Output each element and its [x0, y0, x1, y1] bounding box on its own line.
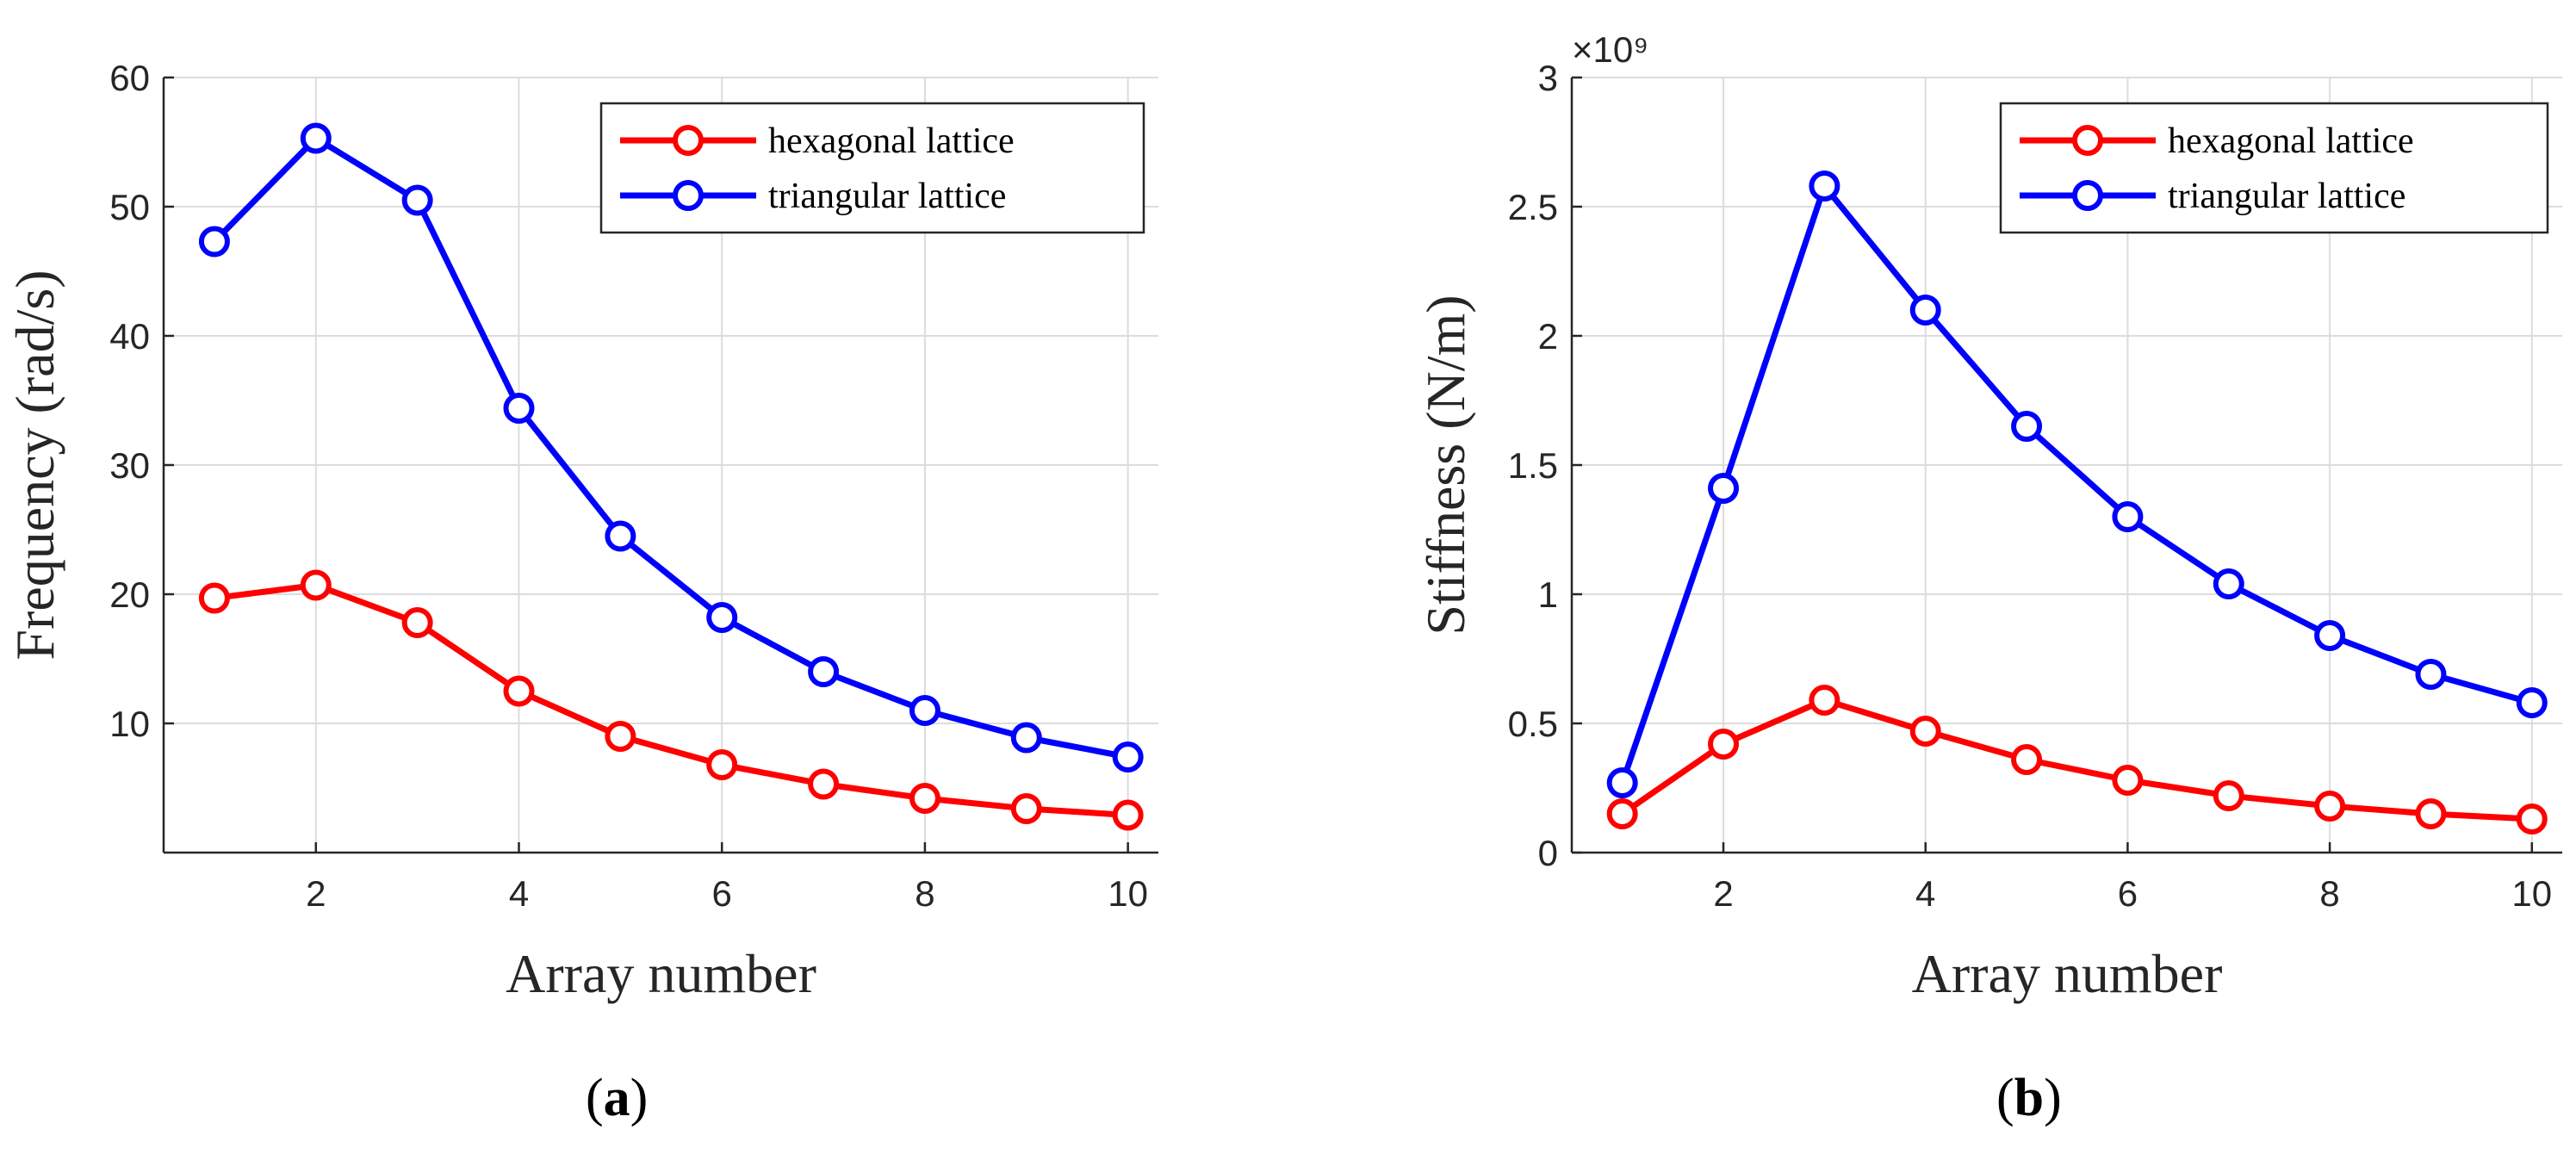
data-point [706, 749, 738, 780]
data-point [503, 675, 535, 707]
x-tick-label: 2 [1713, 873, 1733, 914]
x-axis-label: Array number [506, 943, 816, 1004]
legend-marker [2072, 125, 2103, 156]
data-point [2516, 803, 2548, 834]
legend: hexagonal lattice triangular lattice [1999, 102, 2549, 234]
x-tick-label: 4 [509, 873, 529, 914]
legend-marker [673, 180, 704, 211]
data-point [2213, 780, 2244, 811]
legend-entry-label: hexagonal lattice [2168, 121, 2414, 161]
data-point [1606, 767, 1638, 798]
data-point [1809, 685, 1840, 716]
data-point [1112, 741, 1144, 772]
data-point [2112, 501, 2144, 532]
y-tick-label: 40 [109, 316, 150, 357]
data-point [2314, 620, 2346, 651]
data-point [198, 582, 230, 614]
legend-marker [2072, 180, 2103, 211]
data-point [1809, 171, 1840, 202]
legend-entry-label: hexagonal lattice [768, 121, 1015, 161]
y-tick-label: 0.5 [1508, 704, 1558, 744]
data-point [2112, 765, 2144, 796]
legend-box [1999, 102, 2549, 234]
y-axis-label: Stiffness (N/m) [1415, 295, 1476, 635]
data-point [1708, 729, 1740, 760]
data-point [2415, 659, 2447, 690]
data-point [198, 226, 230, 257]
data-point [401, 607, 433, 638]
data-point [1708, 473, 1740, 504]
y-tick-label: 50 [109, 187, 150, 227]
series-line [214, 582, 1128, 818]
panel-label: (a) [586, 1069, 648, 1127]
series-line [1619, 183, 2533, 785]
legend-box [599, 102, 1145, 234]
data-point [2011, 411, 2043, 442]
x-tick-label: 6 [2118, 873, 2138, 914]
data-point [605, 520, 636, 552]
x-axis-label: Array number [1912, 943, 2223, 1004]
series-triangular [1606, 171, 2548, 798]
panel-label: (b) [1996, 1069, 2062, 1127]
legend-marker [673, 125, 704, 156]
y-tick-label: 2.5 [1508, 187, 1558, 227]
data-point [1010, 722, 1042, 754]
y-tick-label: 1.5 [1508, 445, 1558, 486]
series-triangular [198, 122, 1144, 772]
data-point [2415, 798, 2447, 829]
y-tick-label: 3 [1538, 58, 1558, 98]
legend-entry-label: triangular lattice [768, 177, 1006, 216]
data-point [401, 184, 433, 216]
y-tick-label: 1 [1538, 574, 1558, 615]
data-point [1010, 793, 1042, 824]
x-tick-label: 8 [915, 873, 934, 914]
data-point [909, 783, 940, 814]
y-tick-label: 10 [109, 704, 150, 744]
data-point [2314, 791, 2346, 822]
chart-panel-b: 2 4 6 8 10 0 0.5 1 1.5 2 2.5 3 ×10⁹ Array number Stiff… [1415, 29, 2562, 1127]
data-point [1909, 716, 1941, 747]
x-tick-label: 10 [1108, 873, 1148, 914]
legend: hexagonal lattice triangular lattice [599, 102, 1145, 234]
y-axis-label: Frequency (rad/s) [4, 270, 65, 660]
data-point [503, 393, 535, 424]
x-tick-label: 6 [712, 873, 732, 914]
data-point [1909, 295, 1941, 326]
y-tick-label: 20 [109, 574, 150, 615]
series-line [1620, 697, 2532, 822]
legend-entry-label: triangular lattice [2168, 177, 2405, 216]
y-tick-label: 0 [1538, 833, 1558, 873]
x-tick-label: 8 [2319, 873, 2339, 914]
y-tick-label: 30 [109, 445, 150, 486]
data-point [706, 602, 738, 633]
data-point [1606, 798, 1638, 829]
chart-panel-a: 2 4 6 8 10 10 20 30 40 50 60 Array number Frequency … [4, 58, 1158, 1127]
exponent-label: ×10⁹ [1572, 29, 1648, 70]
x-tick-label: 2 [306, 873, 326, 914]
data-point [300, 569, 332, 601]
data-point [808, 656, 840, 687]
x-tick-label: 4 [1915, 873, 1935, 914]
y-tick-label: 2 [1538, 316, 1558, 357]
series-hexagonal [198, 569, 1144, 831]
data-point [300, 122, 332, 154]
data-point [605, 721, 636, 752]
data-point [2213, 568, 2244, 599]
x-tick-label: 10 [2511, 873, 2552, 914]
data-point [1112, 799, 1144, 831]
data-point [2011, 744, 2043, 775]
data-point [909, 695, 940, 726]
data-point [808, 768, 840, 800]
y-tick-label: 60 [109, 58, 150, 98]
data-point [2516, 687, 2548, 718]
series-line [212, 135, 1129, 760]
series-hexagonal [1606, 685, 2548, 834]
